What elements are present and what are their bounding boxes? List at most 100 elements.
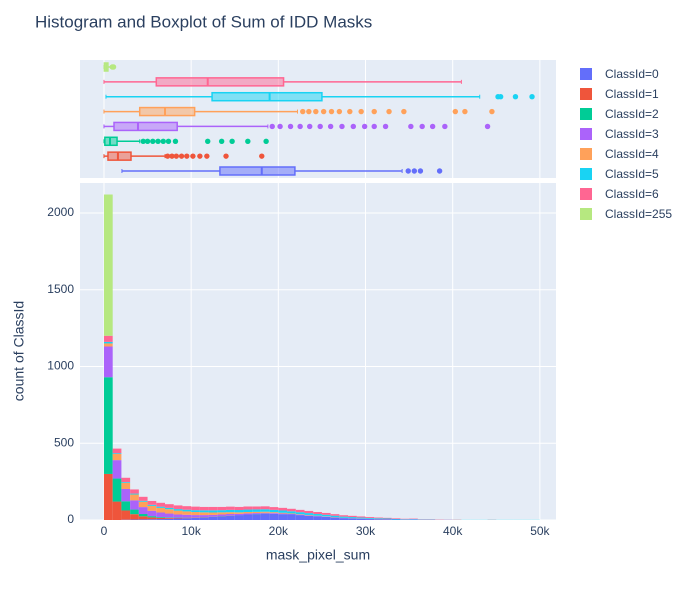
legend-swatch [580, 188, 592, 200]
bar [147, 519, 157, 520]
outlier [263, 138, 269, 144]
box-panel [80, 60, 556, 178]
bar [121, 488, 131, 502]
bar [182, 511, 192, 515]
outlier [320, 108, 327, 115]
bar [374, 517, 383, 519]
bar [130, 489, 139, 494]
bar [121, 482, 131, 483]
bar [156, 507, 165, 513]
outlier [361, 123, 368, 130]
outlier [190, 153, 196, 159]
bar [243, 513, 253, 515]
bar [199, 506, 209, 511]
bar [138, 501, 148, 508]
outlier [218, 138, 225, 144]
bar [103, 346, 113, 378]
outlier [452, 108, 459, 115]
bar [112, 453, 122, 461]
outlier [184, 153, 190, 159]
box [113, 121, 178, 132]
outlier [313, 108, 319, 115]
outlier [269, 123, 275, 130]
x-axis-title: mask_pixel_sum [266, 547, 370, 563]
y-tick-label: 500 [54, 435, 74, 449]
bar [121, 501, 131, 511]
outlier [386, 108, 392, 115]
bar [165, 517, 174, 519]
bar [348, 515, 357, 518]
outlier [287, 123, 294, 130]
legend-swatch [580, 68, 592, 80]
outlier [512, 94, 519, 100]
bar [278, 514, 288, 520]
bar [199, 515, 209, 518]
bar [112, 501, 122, 520]
bar [103, 194, 113, 336]
x-tick-label: 10k [181, 524, 201, 538]
legend-swatch [580, 128, 592, 140]
outlier [300, 108, 306, 115]
outlier [489, 108, 495, 115]
bar [147, 505, 157, 511]
bar [103, 377, 113, 474]
outlier [164, 153, 171, 159]
bar [208, 510, 218, 513]
bar [165, 507, 174, 510]
bar [374, 519, 383, 520]
bar [321, 514, 331, 517]
bar [295, 515, 305, 520]
bar [252, 509, 261, 512]
bar [356, 516, 366, 518]
outlier [160, 138, 166, 144]
legend-swatch [580, 148, 592, 160]
bar [121, 477, 131, 483]
hist-panel [80, 183, 556, 520]
bar [295, 512, 305, 515]
outlier [205, 138, 211, 144]
outlier [327, 123, 334, 130]
bar [330, 514, 340, 516]
bar [287, 511, 296, 514]
bar [147, 517, 157, 520]
box [155, 77, 285, 87]
outlier [140, 138, 146, 144]
bar [147, 510, 157, 517]
bar [191, 517, 200, 520]
bar [269, 512, 279, 514]
bar [304, 510, 314, 514]
outlier [429, 123, 436, 130]
bar [138, 507, 148, 515]
bar [199, 517, 209, 520]
bar [121, 510, 131, 520]
box [219, 166, 296, 176]
bar [138, 496, 148, 501]
bar [234, 513, 244, 516]
legend-swatch [580, 208, 592, 220]
outlier [436, 168, 443, 174]
bar [130, 514, 139, 520]
bar [217, 514, 227, 517]
bar [165, 509, 174, 514]
bar [226, 506, 235, 510]
bar [173, 517, 183, 519]
legend-swatch [580, 108, 592, 120]
outlier [259, 153, 265, 159]
bar [147, 516, 157, 518]
bar [260, 511, 270, 513]
bar [156, 517, 165, 518]
outlier [223, 153, 229, 159]
legend-label: ClassId=6 [605, 187, 659, 201]
bar [278, 512, 288, 514]
outlier [172, 138, 179, 144]
legend-swatch [580, 88, 592, 100]
chart-title: Histogram and Boxplot of Sum of IDD Mask… [35, 12, 372, 31]
bar [182, 509, 192, 512]
bar [173, 514, 183, 518]
bar [191, 512, 200, 516]
y-tick-label: 0 [67, 512, 74, 526]
outlier [277, 123, 283, 130]
legend-label: ClassId=5 [605, 167, 659, 181]
bar [103, 343, 113, 347]
